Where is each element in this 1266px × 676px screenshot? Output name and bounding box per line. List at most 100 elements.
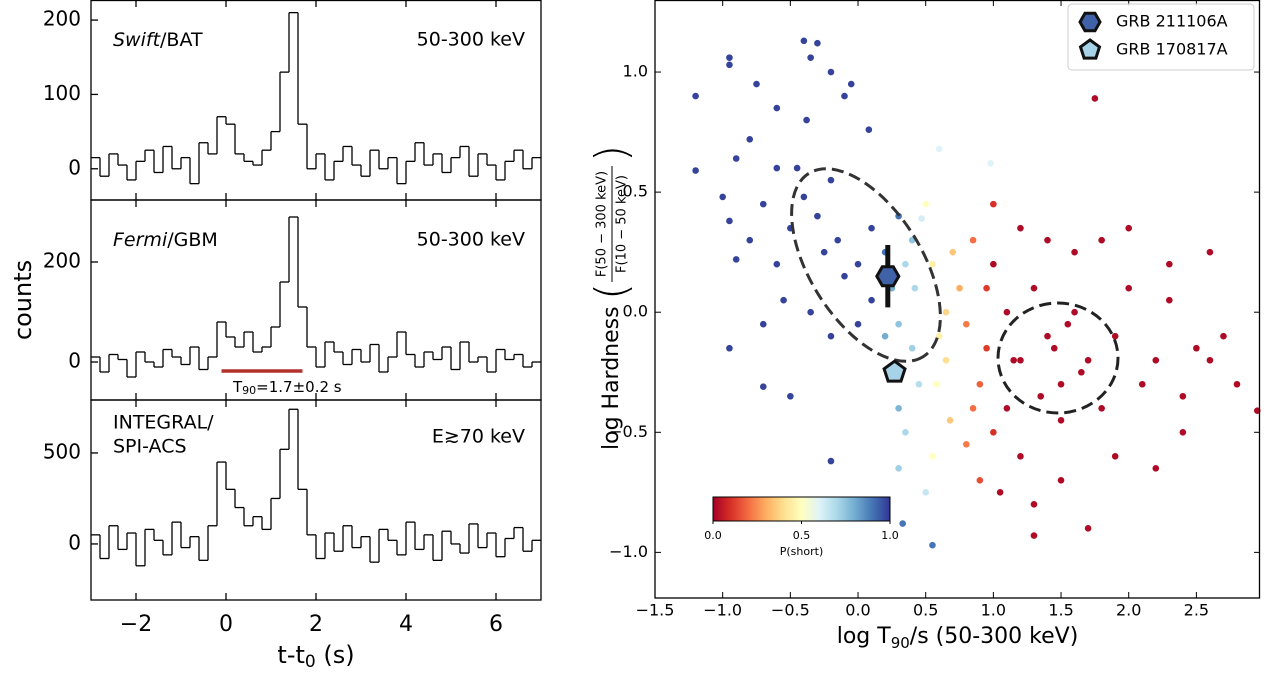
grb-point [692,167,699,174]
x-axis-label: t-t0 (s) [277,641,354,672]
colorbar-tick-label: 0.5 [793,529,811,542]
legend-marker [1078,11,1102,33]
grb-point [1044,236,1051,244]
t90-value: =1.7±0.2 s [256,378,342,396]
model-contours [790,167,1120,415]
instrument-detector: /BAT [160,29,203,51]
colorbar [712,496,891,522]
grb-point [902,260,909,268]
y-tick-label: 200 [43,7,81,31]
grb-point [908,344,916,352]
grb-point [1206,356,1214,364]
colorbar-tick-label: 1.0 [881,529,899,542]
x-tick-label: 1.5 [1048,601,1073,620]
x-tick-label: −1.0 [703,601,742,620]
grb-point [732,155,740,162]
grb-point [935,145,943,153]
grb-point [732,256,740,263]
t90-symbol: T [232,378,243,396]
grb-point [1098,404,1105,412]
grb-point [1044,332,1051,340]
grb-point [1111,332,1119,340]
grb-point [969,404,977,412]
grb-point [726,61,733,69]
grb-point [895,320,902,328]
energy-label: 50-300 keV [417,29,525,51]
grb-point [1010,356,1017,364]
grb-point [935,332,943,340]
grb-point [827,332,835,340]
legend-label: GRB 170817A [1116,40,1228,59]
grb-point [946,416,954,424]
grb-point [841,92,848,100]
grb-point [976,380,984,388]
grb-point [1017,356,1024,364]
grb-point [881,332,889,340]
grb-point [1152,465,1160,472]
grb-point [983,344,990,352]
grb-point [1098,236,1105,244]
grb-point [827,457,835,465]
x-tick-label: 2.5 [1184,601,1209,620]
y-label-paren: ( [586,283,637,300]
grb-point [1152,356,1160,364]
x-tick-label: 0.0 [845,601,870,620]
x-tick-label: 6 [489,612,503,637]
energy-label: 50-300 keV [417,229,525,251]
grb-point [800,193,808,201]
grb-point [807,54,814,61]
x-tick-label: 0.5 [913,601,938,620]
grb-point [1138,380,1146,388]
grb-point [726,344,733,352]
grb-point [915,380,923,388]
grb-point [1125,284,1133,292]
x-label-subscript: 0 [305,652,316,672]
grb-point [990,428,997,436]
grb-point [1071,308,1078,316]
grb-point [847,80,855,88]
y-label-paren: ) [586,145,637,162]
grb-point [990,200,997,208]
grb-point [976,477,984,484]
grb-point [1084,356,1092,364]
t90-subscript: 90 [242,384,256,397]
y-tick-label: 100 [43,81,81,105]
grb-point [759,383,767,390]
grb-point [1125,224,1133,232]
grb-point [814,39,821,47]
x-label-main: log T [837,624,892,649]
grb-point [834,236,842,244]
grb-point [1030,284,1038,292]
instrument-label: INTEGRAL/ [113,412,214,434]
grb-point [1030,532,1038,539]
grb-point [719,193,726,201]
grb-point [942,356,950,364]
colorbar-label: P(short) [780,545,823,558]
y-tick-label: 0.0 [623,302,648,321]
grb-point [987,160,994,167]
grb-point [942,308,950,316]
grb-point [746,236,754,244]
grb-point [1111,453,1119,460]
x-label-unit: /s (50-300 keV) [910,624,1079,649]
grb-point [1030,501,1038,508]
x-tick-label: −0.5 [771,601,810,620]
axes-frame [654,0,1261,599]
highlight-marker [875,265,901,288]
grb-point [1050,344,1058,352]
grb-point [1003,308,1011,316]
grb-point [759,200,767,208]
grb-point [902,428,909,436]
grb-point [692,92,699,100]
grb-point [793,164,801,172]
instrument-mission: Swift [113,29,162,51]
x-tick-label: −2 [120,612,152,637]
grb-point [1017,453,1024,460]
grb-point [803,116,810,124]
grb-point [929,541,936,549]
grb-point [918,215,925,222]
grb-point [868,296,875,304]
grb-point [780,296,787,304]
grb-point [1078,368,1085,376]
